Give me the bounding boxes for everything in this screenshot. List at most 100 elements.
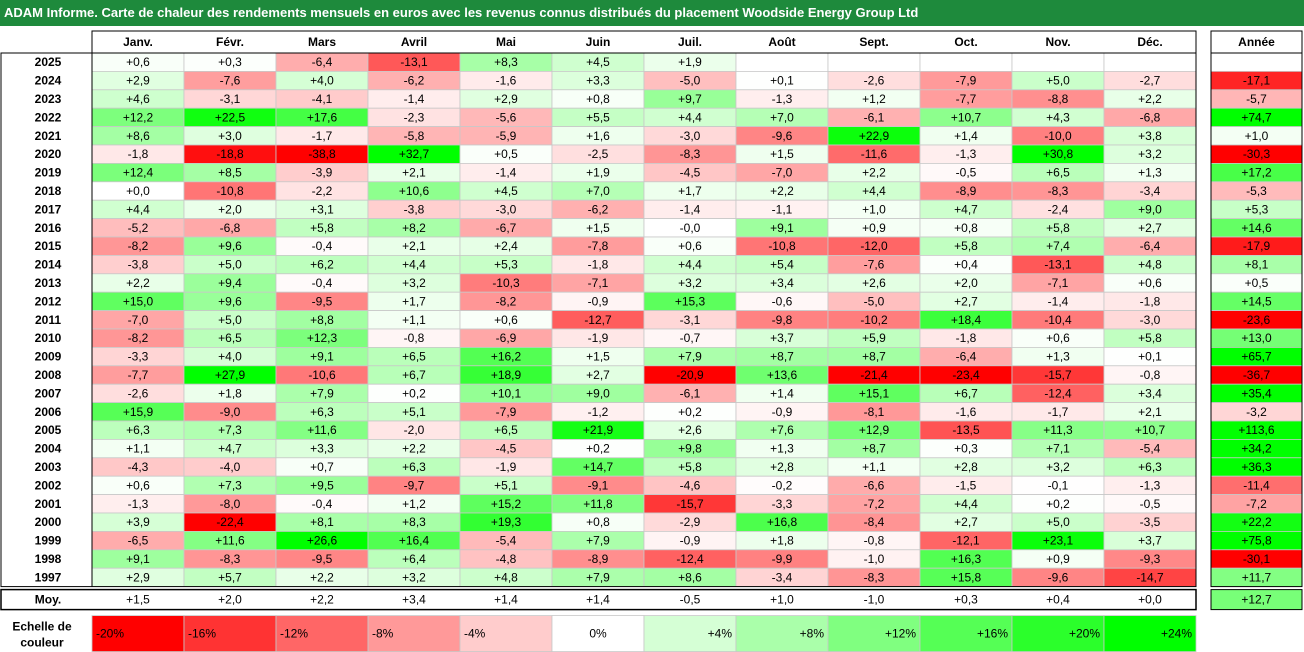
cell-value: +8,5	[218, 166, 242, 180]
year-value: -17,9	[1243, 239, 1271, 253]
year-cell	[1210, 52, 1303, 72]
cell-value: -0,1	[1048, 478, 1069, 492]
cell-value: -1,4	[1048, 294, 1069, 308]
cell-value: -7,7	[128, 368, 149, 382]
column-header: Janv.	[123, 35, 153, 49]
cell-value: +6,5	[494, 423, 518, 437]
cell-value: +1,1	[402, 313, 426, 327]
scale-label: couleur	[20, 636, 64, 650]
cell-value: -13,1	[1044, 258, 1072, 272]
cell-value: +5,7	[218, 570, 242, 584]
cell-value: +11,6	[307, 423, 337, 437]
row-label: 1999	[35, 534, 62, 548]
cell-value: +11,8	[583, 497, 613, 511]
cell-value: +9,1	[126, 552, 150, 566]
cell-value: -10,2	[860, 313, 888, 327]
data-block-border	[0, 52, 1197, 588]
year-value: -5,3	[1246, 184, 1267, 198]
cell-value: -1,2	[588, 405, 609, 419]
cell-value: -22,4	[216, 515, 244, 529]
cell-value: +1,2	[402, 497, 426, 511]
scale-swatch-label: -12%	[280, 627, 308, 641]
cell-value: +18,4	[951, 313, 982, 327]
scale-swatch	[919, 615, 1013, 652]
cell-value: +1,9	[678, 55, 702, 69]
row-label: 2004	[35, 442, 62, 456]
row-label: 2009	[35, 350, 62, 364]
cell-value: -1,8	[1140, 294, 1161, 308]
cell-value: +9,1	[310, 350, 334, 364]
cell-value: -1,1	[772, 202, 793, 216]
cell-value: +1,5	[586, 221, 610, 235]
cell-value: -10,6	[308, 368, 336, 382]
cell-value: -13,5	[952, 423, 980, 437]
cell-value: -4,1	[312, 92, 333, 106]
cell-value: -0,4	[312, 239, 333, 253]
cell-value: +7,3	[218, 478, 242, 492]
cell-value: +18,9	[491, 368, 522, 382]
cell-value: +0,9	[1046, 552, 1070, 566]
cell-value: +3,3	[586, 74, 610, 88]
cell-value: -2,6	[864, 74, 885, 88]
cell-value: -1,8	[956, 331, 977, 345]
cell-value: -5,0	[864, 294, 885, 308]
cell-value: -7,9	[496, 405, 517, 419]
heat-cell	[1103, 52, 1197, 72]
cell-value: -6,5	[128, 534, 149, 548]
average-label: Moy.	[35, 593, 61, 607]
cell-value: +9,6	[218, 239, 242, 253]
cell-value: +9,0	[1138, 202, 1162, 216]
cell-value: -10,4	[1044, 313, 1072, 327]
cell-value: -21,4	[860, 368, 888, 382]
cell-value: -0,0	[680, 221, 701, 235]
cell-value: -1,4	[496, 166, 517, 180]
cell-value: +2,7	[586, 368, 610, 382]
cell-value: -4,0	[220, 460, 241, 474]
cell-value: +0,9	[862, 221, 886, 235]
cell-value: +1,7	[402, 294, 426, 308]
cell-value: +4,8	[494, 570, 518, 584]
cell-value: +7,1	[1046, 442, 1070, 456]
cell-value: +4,4	[954, 497, 978, 511]
row-label: 2015	[35, 239, 62, 253]
cell-value: +2,9	[126, 74, 150, 88]
cell-value: +2,2	[402, 442, 426, 456]
cell-value: +21,9	[583, 423, 614, 437]
scale-swatch-label: +20%	[1069, 627, 1100, 641]
row-label: 2014	[35, 258, 62, 272]
cell-value: +4,5	[586, 55, 610, 69]
cell-value: +2,8	[770, 460, 794, 474]
cell-value: -2,0	[404, 423, 425, 437]
cell-value: -3,4	[1140, 184, 1161, 198]
cell-value: +6,3	[402, 460, 426, 474]
cell-value: +9,5	[310, 478, 334, 492]
cell-value: +5,3	[494, 258, 518, 272]
cell-value: -2,4	[1048, 202, 1069, 216]
cell-value: -0,8	[864, 534, 885, 548]
cell-value: -9,3	[1140, 552, 1161, 566]
cell-value: +3,4	[770, 276, 794, 290]
cell-value: -2,5	[588, 147, 609, 161]
year-value: +74,7	[1241, 110, 1272, 124]
cell-value: +0,5	[494, 147, 518, 161]
scale-swatch	[367, 615, 461, 652]
cell-value: -1,6	[956, 405, 977, 419]
cell-value: +0,6	[1046, 331, 1070, 345]
cell-value: -2,3	[404, 110, 425, 124]
cell-value: +4,5	[494, 184, 518, 198]
cell-value: -1,3	[956, 147, 977, 161]
scale-swatch-label: +8%	[800, 627, 825, 641]
cell-value: -8,3	[864, 570, 885, 584]
cell-value: -0,5	[1140, 497, 1161, 511]
year-value: +36,3	[1241, 460, 1272, 474]
cell-value: -1,4	[680, 202, 701, 216]
cell-value: +6,3	[1138, 460, 1162, 474]
cell-value: -0,9	[588, 294, 609, 308]
year-value: +1,0	[1245, 129, 1269, 143]
cell-value: +8,6	[126, 129, 150, 143]
cell-value: -2,6	[128, 386, 149, 400]
cell-value: +1,0	[862, 202, 886, 216]
cell-value: -5,8	[404, 129, 425, 143]
cell-value: -0,8	[404, 331, 425, 345]
cell-value: +1,8	[770, 534, 794, 548]
